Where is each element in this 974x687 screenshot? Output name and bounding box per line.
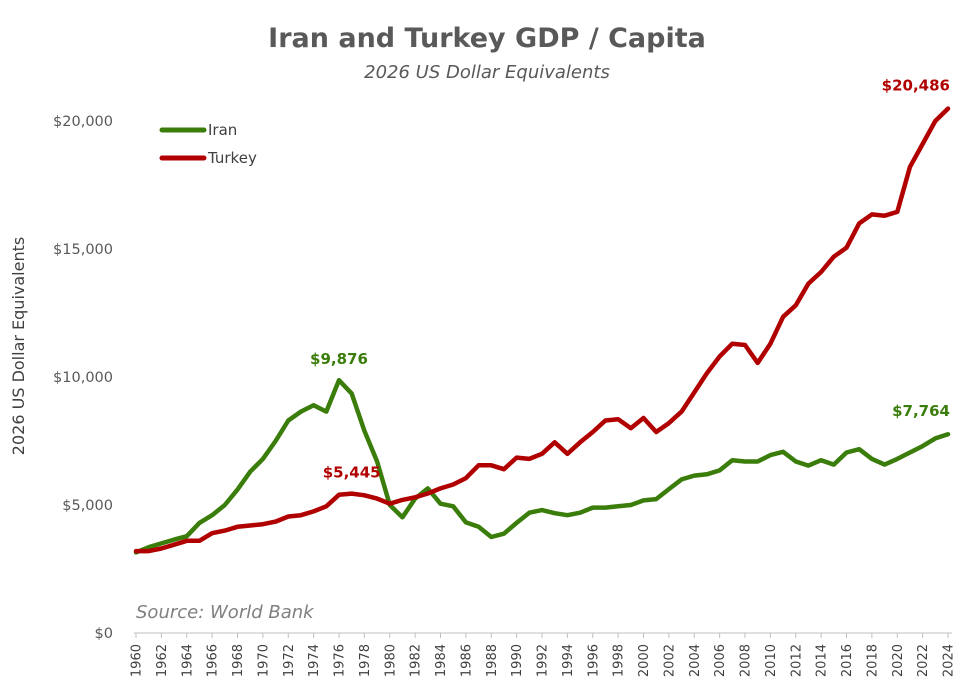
- x-tick-label: 2020: [891, 644, 906, 677]
- x-tick-label: 2008: [739, 644, 754, 677]
- x-tick-label: 1974: [307, 644, 322, 677]
- x-tick-label: 2014: [815, 644, 830, 677]
- series-line-iran: [133, 377, 951, 555]
- x-tick-label: 1966: [206, 644, 221, 677]
- legend-label-iran: Iran: [208, 121, 237, 139]
- x-tick-label: 1984: [434, 644, 449, 677]
- y-axis: $0 $5,000 $10,000 $15,000 $20,000: [53, 114, 113, 642]
- x-tick-label: 2002: [662, 644, 677, 677]
- data-labels: $9,876 $5,445 $20,486 $7,764: [310, 77, 950, 482]
- x-tick-label: 1988: [485, 644, 500, 677]
- legend-label-turkey: Turkey: [207, 149, 257, 167]
- data-label-iran: $7,764: [892, 402, 950, 420]
- data-label-turkey: $20,486: [882, 77, 950, 95]
- chart-title: Iran and Turkey GDP / Capita: [268, 23, 706, 54]
- x-tick-label: 1976: [333, 644, 348, 677]
- y-tick-label: $0: [95, 626, 113, 642]
- data-label-turkey: $5,445: [323, 464, 381, 482]
- chart-subtitle: 2026 US Dollar Equivalents: [364, 62, 610, 83]
- legend: Iran Turkey: [159, 121, 257, 167]
- x-tick-label: 2022: [916, 644, 931, 677]
- x-tick-label: 2000: [637, 644, 652, 677]
- y-axis-label: 2026 US Dollar Equivalents: [9, 237, 28, 455]
- x-tick-label: 1994: [561, 644, 576, 677]
- x-tick-label: 1982: [409, 644, 424, 677]
- x-tick-label: 1964: [180, 644, 195, 677]
- x-tick-label: 1962: [155, 644, 170, 677]
- x-tick-label: 1998: [612, 644, 627, 677]
- series-line-turkey: [133, 106, 951, 554]
- y-tick-label: $10,000: [53, 370, 113, 386]
- x-tick-label: 2010: [764, 644, 779, 677]
- x-tick-label: 2024: [942, 644, 957, 677]
- x-tick-label: 1996: [586, 644, 601, 677]
- x-tick-label: 2006: [713, 644, 728, 677]
- x-tick-label: 1990: [510, 644, 525, 677]
- x-tick-label: 1978: [358, 644, 373, 677]
- x-tick-label: 1960: [130, 644, 145, 677]
- x-tick-label: 1980: [383, 644, 398, 677]
- x-tick-label: 1970: [256, 644, 271, 677]
- x-tick-label: 1986: [459, 644, 474, 677]
- y-tick-label: $15,000: [53, 242, 113, 258]
- x-tick-label: 2004: [688, 644, 703, 677]
- series-layer: [133, 106, 951, 555]
- x-tick-label: 1968: [231, 644, 246, 677]
- y-tick-label: $5,000: [62, 498, 113, 514]
- x-tick-label: 2016: [840, 644, 855, 677]
- x-tick-label: 1992: [536, 644, 551, 677]
- data-label-iran: $9,876: [310, 350, 368, 368]
- source-note: Source: World Bank: [136, 602, 315, 623]
- y-tick-label: $20,000: [53, 114, 113, 130]
- x-axis: 1960 1962 1964 1966 1968 1970 1972 1974 1976 1978…: [130, 633, 957, 677]
- x-tick-label: 1972: [282, 644, 297, 677]
- x-tick-label: 2012: [789, 644, 804, 677]
- x-tick-label: 2018: [865, 644, 880, 677]
